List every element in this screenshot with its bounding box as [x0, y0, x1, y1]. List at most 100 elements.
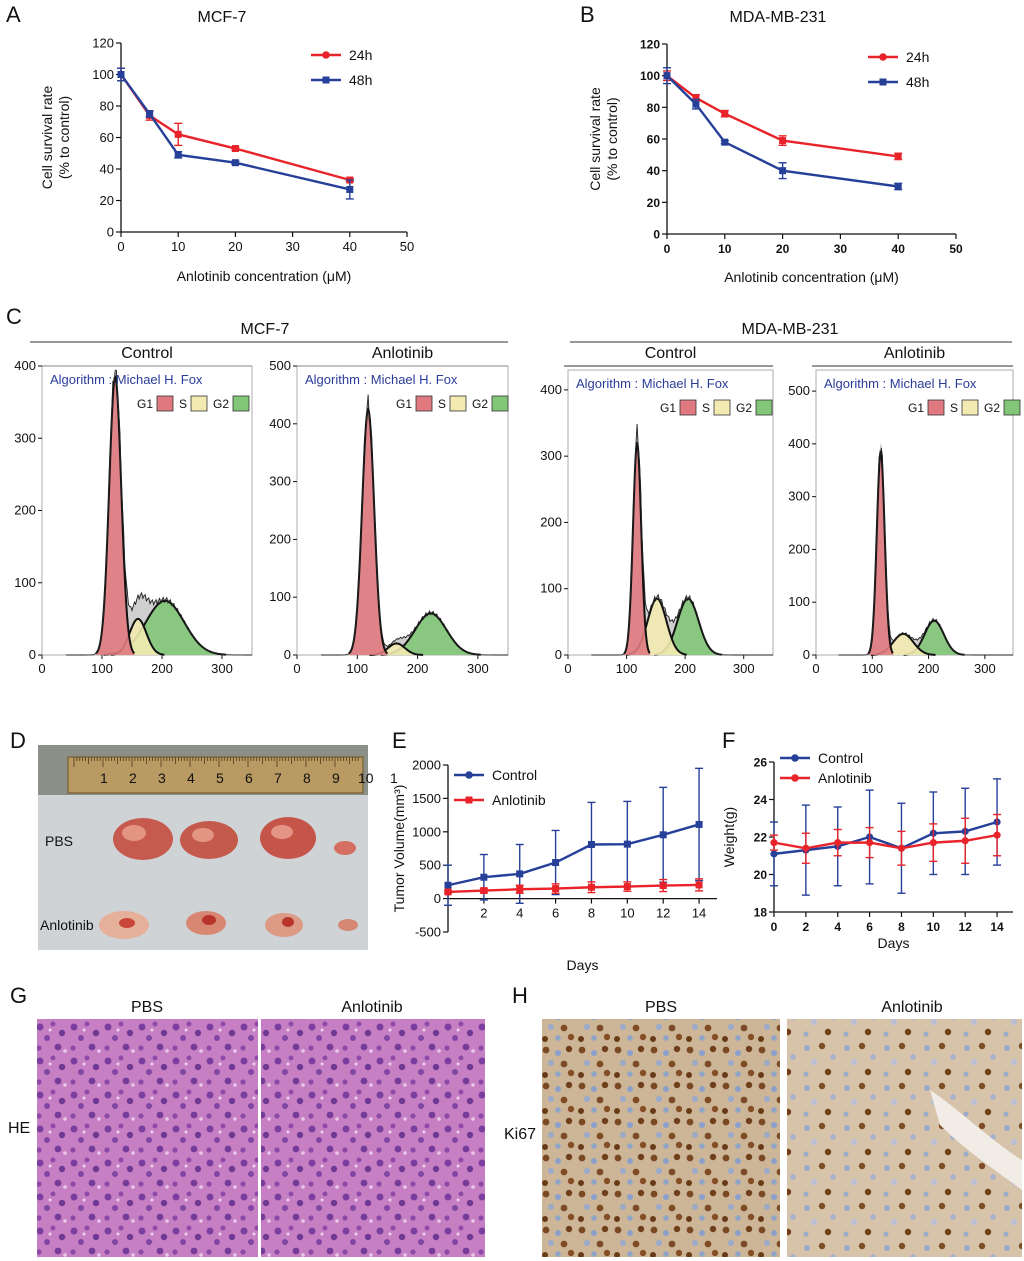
legend-label: 24h: [906, 49, 929, 65]
y-tick-label: 200: [540, 514, 562, 529]
panel-letter-f: F: [722, 728, 735, 753]
data-point: [516, 870, 524, 878]
ki67-image-pbs: [542, 1019, 780, 1257]
legend-label-g2: G2: [984, 401, 1000, 415]
histogram-outline: [591, 423, 773, 656]
data-point: [721, 110, 729, 118]
x-tick-label: 50: [949, 242, 963, 256]
c-group-mda: MDA-MB-231: [742, 321, 839, 338]
data-point: [770, 850, 778, 858]
x-tick-label: 8: [588, 906, 595, 921]
x-tick-label: 300: [467, 661, 489, 676]
y-tick-label: 200: [269, 531, 291, 546]
hist-mda-anlotinib: Anlotinib 0 100 200 300 400 500 0 100 200 300 Algor…: [788, 345, 1021, 676]
x-tick-label: 0: [771, 920, 778, 934]
legend-marker: [791, 754, 799, 762]
y-tick-label: 0: [434, 891, 441, 906]
legend-label: Anlotinib: [492, 792, 546, 808]
x-tick-label: 0: [812, 661, 819, 676]
tumor-anl-4: [338, 919, 358, 931]
y-axis-label: Tumor Volume(mm³): [391, 785, 407, 913]
y-tick-label: 120: [92, 36, 114, 51]
legend-swatch-g1: [415, 395, 433, 412]
photo-label-pbs: PBS: [45, 833, 73, 849]
x-tick-label: 10: [718, 242, 732, 256]
legend-label-g1: G1: [908, 401, 924, 415]
algorithm-label: Algorithm : Michael H. Fox: [576, 376, 729, 391]
x-tick-label: 300: [733, 661, 755, 676]
legend-swatch-s: [449, 395, 467, 412]
hist-title: Anlotinib: [372, 345, 433, 362]
x-tick-label: 200: [407, 661, 429, 676]
legend-label-s: S: [179, 397, 187, 411]
chart-title: MDA-MB-231: [730, 9, 827, 26]
ruler-number: 6: [245, 770, 253, 786]
legend-label-g2: G2: [472, 397, 488, 411]
legend-swatch-s: [713, 399, 731, 416]
y-tick-label: 300: [269, 474, 291, 489]
legend-label-g1: G1: [137, 397, 153, 411]
legend-label: Anlotinib: [818, 770, 872, 786]
data-point: [894, 152, 902, 160]
x-axis-label: Anlotinib concentration (μM): [724, 269, 899, 285]
ruler-ticks: [73, 757, 359, 767]
legend-swatch-g2: [755, 399, 773, 416]
y-tick-label: 300: [14, 430, 36, 445]
ruler-number: 10: [358, 770, 374, 786]
series-line-control: [447, 823, 700, 887]
legend-marker: [465, 771, 473, 779]
chart-b-mda-survival: MDA-MB-231 0 20 40 60 80 100 120 0 10 20 30 40 50 Anlo…: [587, 9, 963, 285]
chart-e-tumor-volume: -500 0 500 1000 1500 2000 2 4 6 8 10 12 14 Days Tumor …: [391, 758, 717, 973]
ruler-number: 9: [332, 770, 340, 786]
g-col-pbs: PBS: [131, 999, 163, 1016]
y-tick-label: -500: [415, 925, 441, 940]
legend-label-s: S: [702, 401, 710, 415]
hist-title: Control: [121, 345, 173, 362]
y-tick-label: 80: [647, 101, 661, 115]
data-point: [659, 831, 667, 839]
data-point: [117, 71, 125, 78]
c-group-mcf7: MCF-7: [241, 321, 290, 338]
legend-label: 48h: [349, 72, 372, 88]
x-tick-label: 2: [480, 906, 487, 921]
y-axis-label: Cell survival rate: [587, 87, 603, 191]
tumor-pbs-2-highlight: [192, 828, 214, 842]
data-point: [659, 882, 667, 890]
x-tick-label: 100: [616, 661, 638, 676]
data-point: [146, 110, 154, 118]
x-tick-label: 0: [664, 242, 671, 256]
phase-fill-g1: [348, 409, 388, 655]
y-tick-label: 120: [640, 38, 660, 52]
y-tick-label: 0: [107, 225, 114, 240]
data-point: [516, 885, 524, 893]
data-point: [444, 888, 452, 896]
tumor-pbs-4: [334, 841, 356, 855]
data-histogram-area: [321, 399, 508, 655]
data-point: [480, 887, 488, 895]
data-point: [552, 885, 560, 893]
x-tick-label: 6: [552, 906, 559, 921]
x-tick-label: 12: [656, 906, 670, 921]
x-tick-label: 30: [285, 239, 299, 254]
x-tick-label: 12: [959, 920, 973, 934]
data-point: [174, 130, 182, 138]
ruler-number: 8: [303, 770, 311, 786]
histogram-outline: [66, 369, 252, 656]
legend-label-g1: G1: [396, 397, 412, 411]
data-point: [692, 100, 700, 108]
hist-title: Anlotinib: [884, 345, 945, 362]
x-tick-label: 0: [293, 661, 300, 676]
h-row-label: Ki67: [504, 1126, 536, 1143]
x-tick-label: 0: [117, 239, 124, 254]
legend-label: Control: [818, 750, 863, 766]
x-tick-label: 0: [38, 661, 45, 676]
h-col-anlotinib: Anlotinib: [881, 999, 942, 1016]
y-tick-label: 100: [92, 67, 114, 82]
y-tick-label: 100: [269, 589, 291, 604]
x-tick-label: 2: [803, 920, 810, 934]
data-point: [770, 839, 778, 847]
x-tick-label: 14: [692, 906, 706, 921]
y-tick-label: 500: [788, 383, 810, 398]
y-axis-label: Weight(g): [721, 807, 737, 867]
y-tick-label: 500: [269, 358, 291, 373]
